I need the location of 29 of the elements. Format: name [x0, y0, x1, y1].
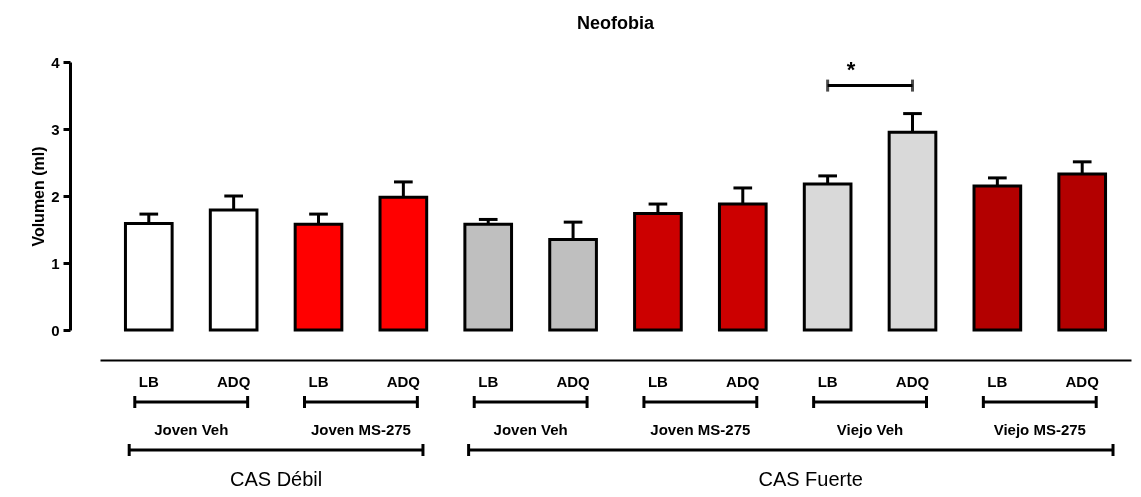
x-tick-label: LB: [138, 372, 159, 390]
x-tick-label: LB: [647, 372, 669, 390]
text: CAS Débil: [229, 468, 323, 490]
x-tick-label: ADQ: [1065, 372, 1100, 390]
annotation: *: [846, 56, 856, 82]
x-tick-label: LB: [308, 372, 329, 390]
x-tick-label: LB: [987, 372, 1008, 390]
x-tick-label: ADQ: [556, 372, 591, 390]
chart-title: Neofobia: [576, 13, 655, 33]
y-tick-label: 0: [51, 321, 60, 339]
text: Joven MS-275: [650, 421, 751, 438]
text: CAS Fuerte: [758, 468, 863, 490]
bar: [463, 222, 514, 332]
text: Viejo Veh: [836, 421, 904, 438]
text: Viejo MS-275: [993, 421, 1086, 438]
y-tick-label: 2: [51, 187, 60, 205]
x-tick-label: ADQ: [216, 372, 251, 390]
text: Joven Veh: [493, 421, 568, 438]
text: Joven Veh: [154, 421, 229, 438]
text: Joven MS-275: [310, 421, 411, 438]
x-tick-label: LB: [817, 372, 838, 390]
x-tick-label: ADQ: [726, 372, 760, 390]
x-tick-label: ADQ: [895, 372, 930, 390]
y-tick-label: 4: [51, 53, 61, 71]
x-tick-label: ADQ: [386, 372, 421, 390]
y-tick-label: 1: [51, 254, 60, 272]
y-tick-label: 3: [51, 120, 60, 138]
y-axis-title: Volumen (ml): [30, 146, 48, 247]
x-tick-label: LB: [478, 372, 499, 390]
